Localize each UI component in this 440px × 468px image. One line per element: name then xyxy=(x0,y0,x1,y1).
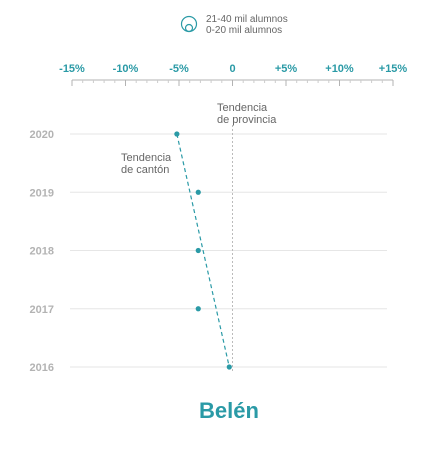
legend-item-large: 21-40 mil alumnos xyxy=(206,14,288,25)
x-axis: -15% -10% -5% 0 +5% +10% +15% xyxy=(59,63,407,86)
year-labels: 2020 2019 2018 2017 2016 xyxy=(30,129,54,374)
year-label: 2018 xyxy=(30,246,54,258)
year-label: 2016 xyxy=(30,362,54,374)
legend-item-small: 0-20 mil alumnos xyxy=(206,25,282,36)
province-annotation-line2: de provincia xyxy=(217,114,277,126)
data-points xyxy=(174,131,232,370)
data-point xyxy=(174,131,180,137)
x-tick-label: 0 xyxy=(229,63,235,75)
data-point xyxy=(226,364,232,370)
province-annotation-line1: Tendencia xyxy=(217,102,268,114)
x-tick-label: -10% xyxy=(113,63,139,75)
canton-trend-line xyxy=(176,133,230,368)
year-label: 2019 xyxy=(30,187,54,199)
nested-circles-icon xyxy=(180,15,198,33)
year-label: 2020 xyxy=(30,129,54,141)
x-tick-label: +15% xyxy=(379,63,408,75)
x-tick-label: +5% xyxy=(275,63,298,75)
canton-annotation-line2: de cantón xyxy=(121,164,169,176)
data-point xyxy=(195,189,201,195)
data-point xyxy=(195,306,201,312)
chart-title: Belén xyxy=(199,398,259,423)
x-tick-label: -5% xyxy=(169,63,189,75)
x-tick-label: -15% xyxy=(59,63,85,75)
gridlines xyxy=(70,133,387,368)
year-label: 2017 xyxy=(30,304,54,316)
legend: 21-40 mil alumnos 0-20 mil alumnos xyxy=(180,14,288,36)
x-tick-label: +10% xyxy=(325,63,354,75)
data-point xyxy=(195,247,201,254)
canton-annotation-line1: Tendencia xyxy=(121,152,172,164)
